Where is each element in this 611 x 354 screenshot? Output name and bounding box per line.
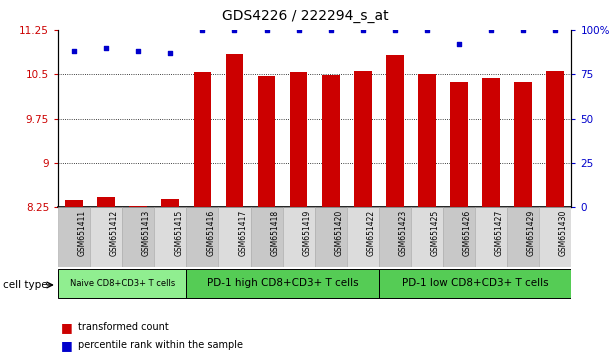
Text: GSM651430: GSM651430 <box>559 210 568 257</box>
Bar <box>58 269 186 297</box>
Bar <box>97 197 115 207</box>
Text: GSM651420: GSM651420 <box>335 210 343 256</box>
Point <box>358 27 368 33</box>
Text: GSM651419: GSM651419 <box>302 210 312 256</box>
Text: GDS4226 / 222294_s_at: GDS4226 / 222294_s_at <box>222 9 389 23</box>
Bar <box>322 75 340 207</box>
Bar <box>186 269 379 297</box>
Point <box>166 50 175 56</box>
Bar <box>379 207 411 267</box>
Bar <box>546 72 564 207</box>
Text: GSM651413: GSM651413 <box>142 210 151 256</box>
Text: ■: ■ <box>61 321 73 334</box>
Text: percentile rank within the sample: percentile rank within the sample <box>78 340 243 350</box>
Point <box>197 27 207 33</box>
Bar <box>443 207 475 267</box>
Text: GSM651425: GSM651425 <box>431 210 440 256</box>
Text: PD-1 high CD8+CD3+ T cells: PD-1 high CD8+CD3+ T cells <box>207 278 359 288</box>
Bar <box>450 82 468 207</box>
Bar <box>514 82 532 207</box>
Point <box>486 27 496 33</box>
Bar <box>90 207 122 267</box>
Bar <box>418 74 436 207</box>
Bar <box>122 207 155 267</box>
Point <box>69 48 79 54</box>
Bar <box>386 56 404 207</box>
Text: GSM651411: GSM651411 <box>78 210 87 256</box>
Text: GSM651429: GSM651429 <box>527 210 536 256</box>
Text: Naive CD8+CD3+ T cells: Naive CD8+CD3+ T cells <box>70 279 175 288</box>
Point <box>390 27 400 33</box>
Text: PD-1 low CD8+CD3+ T cells: PD-1 low CD8+CD3+ T cells <box>402 278 548 288</box>
Point <box>422 27 432 33</box>
Point <box>133 48 143 54</box>
Bar <box>58 207 90 267</box>
Text: GSM651422: GSM651422 <box>367 210 376 256</box>
Bar <box>154 207 186 267</box>
Point <box>101 45 111 51</box>
Text: ■: ■ <box>61 339 73 352</box>
Bar <box>354 72 371 207</box>
Text: GSM651412: GSM651412 <box>110 210 119 256</box>
Bar <box>186 207 219 267</box>
Bar <box>251 207 283 267</box>
Point <box>518 27 528 33</box>
Bar <box>65 200 83 207</box>
Point <box>326 27 335 33</box>
Bar <box>482 78 500 207</box>
Text: GSM651417: GSM651417 <box>238 210 247 256</box>
Bar <box>258 76 276 207</box>
Bar <box>379 269 571 297</box>
Point <box>551 27 560 33</box>
Bar <box>282 207 315 267</box>
Text: GSM651418: GSM651418 <box>271 210 279 256</box>
Point <box>230 27 240 33</box>
Bar <box>347 207 379 267</box>
Text: cell type: cell type <box>3 280 48 290</box>
Bar <box>475 207 507 267</box>
Bar <box>315 207 347 267</box>
Bar <box>507 207 540 267</box>
Point <box>454 41 464 47</box>
Text: GSM651426: GSM651426 <box>463 210 472 256</box>
Bar <box>411 207 443 267</box>
Bar <box>225 54 243 207</box>
Text: GSM651415: GSM651415 <box>174 210 183 256</box>
Text: GSM651423: GSM651423 <box>399 210 408 256</box>
Bar <box>290 72 307 207</box>
Bar <box>194 72 211 207</box>
Bar <box>540 207 571 267</box>
Point <box>294 27 304 33</box>
Bar <box>161 199 179 207</box>
Text: GSM651427: GSM651427 <box>495 210 504 256</box>
Bar <box>130 206 147 207</box>
Point <box>262 27 271 33</box>
Text: GSM651416: GSM651416 <box>207 210 215 256</box>
Bar <box>219 207 251 267</box>
Text: transformed count: transformed count <box>78 322 169 332</box>
